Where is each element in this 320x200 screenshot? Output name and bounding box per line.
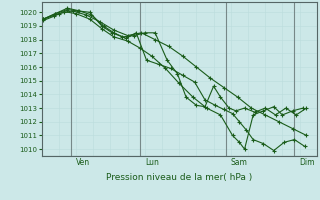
Text: Dim: Dim — [300, 158, 315, 167]
Text: Sam: Sam — [231, 158, 248, 167]
Text: Lun: Lun — [145, 158, 159, 167]
Text: Ven: Ven — [76, 158, 90, 167]
X-axis label: Pression niveau de la mer( hPa ): Pression niveau de la mer( hPa ) — [106, 173, 252, 182]
